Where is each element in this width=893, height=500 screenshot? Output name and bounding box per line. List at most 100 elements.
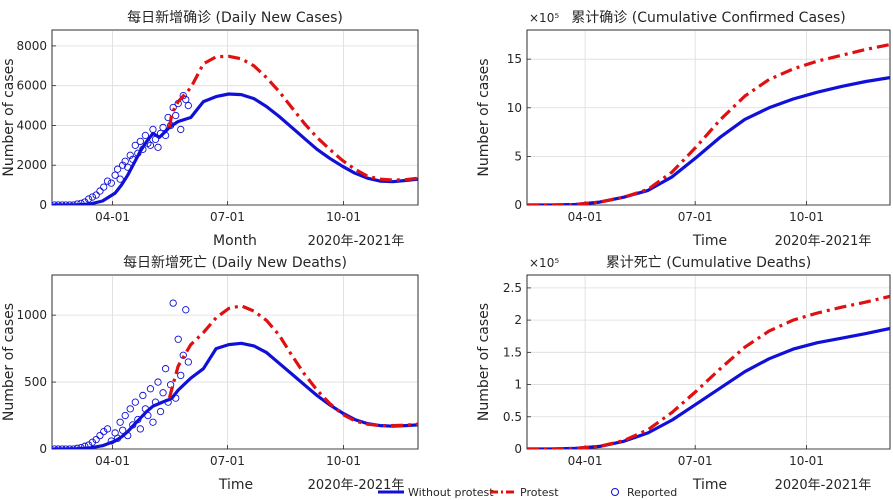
- date-range-note: 2020年-2021年: [775, 234, 872, 249]
- legend-marker-reported: [611, 488, 619, 496]
- data-point-reported: [121, 157, 129, 165]
- data-point-reported: [146, 385, 155, 393]
- series-group: [52, 54, 418, 205]
- data-point-reported: [146, 141, 155, 149]
- y-tick-label: 500: [24, 375, 47, 389]
- x-tick-label: 10-01: [789, 210, 824, 224]
- series-group: [52, 299, 418, 449]
- date-range-note: 2020年-2021年: [775, 478, 872, 493]
- data-point-reported: [126, 405, 134, 413]
- x-axis-label: Time: [218, 477, 253, 493]
- data-point-reported: [172, 111, 180, 120]
- data-point-reported: [100, 427, 108, 436]
- data-point-reported: [88, 193, 97, 201]
- y-tick-label: 5: [514, 149, 522, 163]
- data-point-reported: [84, 195, 93, 203]
- legend-label: Without protest: [408, 486, 494, 499]
- series-line-protest: [527, 294, 890, 449]
- series-group: [527, 294, 890, 449]
- series-group: [527, 43, 890, 205]
- data-point-reported: [52, 201, 59, 205]
- data-point-reported: [174, 335, 182, 343]
- data-point-reported: [184, 358, 192, 366]
- chart-panel-1: 0 2000 4000 6000 8000 04-01 07-01 10-01 每日新增确诊 (…: [1, 10, 419, 249]
- data-point-reported: [126, 151, 134, 159]
- x-tick-label: 07-01: [210, 454, 245, 468]
- chart-panel-2: 0 5 10 15 04-01 07-01 10-01 累计确诊 (Cumulative Co…: [476, 10, 891, 249]
- y-axis-label: Number of cases: [476, 303, 492, 421]
- data-point-reported: [169, 299, 177, 307]
- data-point-reported: [116, 418, 124, 426]
- x-tick-label: 10-01: [326, 454, 361, 468]
- plot-frame: [526, 29, 891, 206]
- y-tick-label: 2000: [16, 158, 47, 172]
- data-point-reported: [154, 378, 162, 386]
- data-point-reported: [177, 125, 185, 134]
- x-tick-label: 10-01: [789, 454, 824, 468]
- y-tick-label: 0.5: [503, 410, 522, 424]
- y-tick-label: 0: [514, 442, 522, 456]
- legend-label: Reported: [627, 486, 677, 499]
- plot-frame: [51, 274, 419, 450]
- y-tick-label: 2.5: [503, 281, 522, 295]
- data-point-reported: [92, 191, 100, 199]
- data-point-reported: [159, 123, 167, 132]
- data-point-reported: [182, 306, 190, 314]
- plot-frame: [526, 274, 891, 450]
- data-point-reported: [141, 131, 150, 140]
- data-point-reported: [154, 143, 162, 151]
- x-axis-label: Time: [692, 477, 727, 493]
- chart-title: 每日新增死亡 (Daily New Deaths): [123, 255, 347, 271]
- data-point-reported: [92, 435, 100, 444]
- data-point-reported: [131, 141, 139, 149]
- data-point-reported: [121, 411, 129, 420]
- data-point-reported: [136, 425, 144, 433]
- data-point-reported: [119, 426, 127, 434]
- data-point-reported: [184, 101, 192, 110]
- legend-label: Protest: [520, 486, 559, 499]
- x-tick-label: 04-01: [568, 210, 603, 224]
- y-tick-label: 2: [514, 313, 522, 327]
- series-line-protest: [167, 54, 418, 182]
- y-axis-label: Number of cases: [1, 58, 17, 176]
- data-point-reported: [182, 95, 190, 104]
- y-tick-label: 6000: [16, 79, 47, 93]
- data-point-reported: [149, 418, 157, 426]
- data-point-reported: [54, 201, 62, 205]
- data-point-reported: [103, 425, 112, 433]
- x-tick-label: 04-01: [568, 454, 603, 468]
- axis-exponent-label: ×10⁵: [529, 11, 559, 25]
- data-point-reported: [113, 165, 122, 173]
- chart-panel-3: 0 500 1000 04-01 07-01 10-01 每日新增死亡 (Daily New…: [1, 255, 419, 493]
- date-range-note: 2020年-2021年: [308, 234, 405, 249]
- date-range-note: 2020年-2021年: [308, 478, 405, 493]
- data-point-reported: [81, 442, 89, 449]
- y-tick-label: 15: [507, 52, 522, 66]
- series-line-protest: [527, 43, 890, 205]
- data-point-reported: [100, 183, 108, 191]
- data-point-reported: [161, 365, 170, 373]
- series-line-protest: [167, 304, 418, 428]
- y-tick-label: 0: [514, 198, 522, 212]
- data-point-reported: [159, 389, 167, 397]
- data-point-reported: [88, 438, 97, 446]
- y-tick-label: 8000: [16, 39, 47, 53]
- axis-exponent-label: ×10⁵: [529, 256, 559, 270]
- x-tick-label: 07-01: [678, 454, 713, 468]
- data-point-reported: [139, 391, 147, 400]
- chart-title: 累计确诊 (Cumulative Confirmed Cases): [571, 10, 845, 26]
- data-point-reported: [69, 201, 78, 205]
- data-point-reported: [119, 161, 127, 169]
- y-axis-label: Number of cases: [1, 303, 17, 421]
- data-point-reported: [96, 187, 104, 195]
- plot-frame: [51, 29, 419, 206]
- data-point-reported: [136, 137, 144, 146]
- y-tick-label: 10: [507, 101, 522, 115]
- x-tick-label: 04-01: [95, 210, 130, 224]
- data-point-reported: [96, 431, 104, 440]
- y-tick-label: 1000: [16, 308, 47, 322]
- data-point-reported: [107, 179, 115, 187]
- chart-title: 每日新增确诊 (Daily New Cases): [127, 10, 343, 26]
- x-tick-label: 07-01: [678, 210, 713, 224]
